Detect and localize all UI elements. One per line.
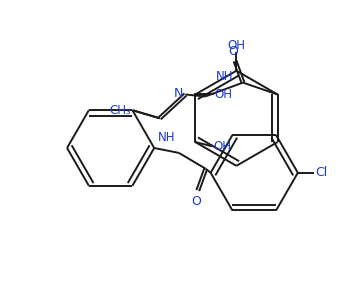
Text: O: O: [191, 195, 201, 207]
Text: OH: OH: [214, 88, 232, 101]
Text: N: N: [174, 87, 184, 100]
Text: CH₃: CH₃: [109, 104, 131, 117]
Text: NH: NH: [158, 130, 175, 144]
Text: NH: NH: [216, 70, 234, 83]
Text: Cl: Cl: [316, 166, 328, 179]
Text: O: O: [228, 45, 238, 58]
Text: OH: OH: [227, 39, 245, 52]
Text: OH: OH: [213, 141, 231, 154]
